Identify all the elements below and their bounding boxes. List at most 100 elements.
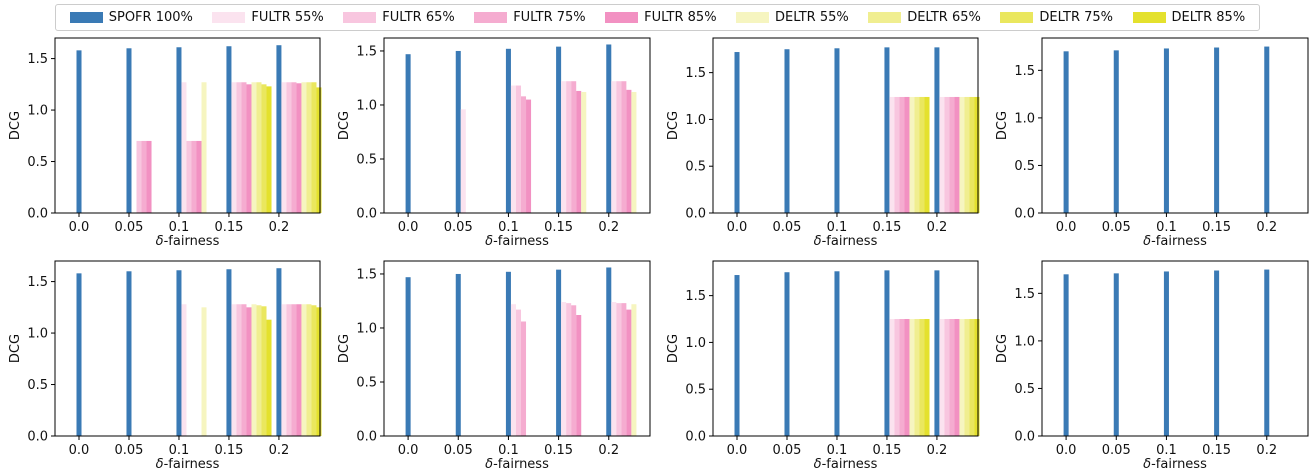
bar <box>914 319 920 436</box>
legend-swatch <box>1132 12 1166 23</box>
bar <box>510 304 516 436</box>
bar <box>76 50 82 213</box>
legend-label: DELTR 75% <box>1039 10 1114 25</box>
x-tick-label: 0.05 <box>1102 443 1131 458</box>
bar <box>964 96 970 213</box>
y-tick-label: 1.0 <box>685 113 706 128</box>
legend-swatch <box>736 12 770 23</box>
legend-label: DELTR 65% <box>907 10 981 25</box>
plot-frame <box>54 37 321 214</box>
y-tick-label: 0.5 <box>685 383 706 398</box>
bar <box>949 96 955 213</box>
bar <box>934 47 940 213</box>
bar <box>884 47 890 213</box>
x-tick-label: 0.2 <box>598 220 619 235</box>
y-axis-label: DCG <box>666 334 681 363</box>
x-axis-label: δ-fairness <box>1143 234 1207 249</box>
x-tick-label: 0.1 <box>1156 220 1177 235</box>
bar <box>884 270 890 436</box>
y-tick-label: 1.0 <box>27 327 48 342</box>
legend-item: DELTR 65% <box>868 10 981 25</box>
bar <box>455 50 461 214</box>
plot-frame <box>712 260 979 437</box>
y-axis-label: DCG <box>995 334 1010 363</box>
legend-item: FULTR 85% <box>605 10 717 25</box>
bar <box>181 304 187 436</box>
chart-panel: 0.0 0.5 1.0 1.5 0.0 0.05 0.1 0.15 0.2 δ-fairness D… <box>995 260 1309 471</box>
x-tick-label: 0.05 <box>115 443 144 458</box>
y-tick-label: 0.0 <box>685 430 706 445</box>
bar <box>556 269 562 436</box>
legend-item: FULTR 65% <box>343 10 455 25</box>
y-tick-label: 0.0 <box>1014 207 1035 222</box>
bar <box>556 46 562 213</box>
bar <box>954 96 960 213</box>
x-tick-label: 0.05 <box>115 220 144 235</box>
bar <box>146 140 152 213</box>
x-tick-label: 0.2 <box>598 443 619 458</box>
y-tick-label: 1.0 <box>1014 111 1035 126</box>
x-axis-label: δ-fairness <box>1143 457 1207 471</box>
bar <box>611 81 617 214</box>
bar <box>181 82 187 213</box>
bar <box>631 304 637 436</box>
x-tick-label: 0.15 <box>1202 443 1231 458</box>
bar <box>611 302 617 436</box>
plot-frame <box>54 260 321 437</box>
bar <box>934 270 940 436</box>
bar <box>566 81 572 214</box>
bar <box>521 96 527 213</box>
bar <box>505 48 511 213</box>
bar <box>236 304 242 436</box>
y-tick-label: 0.5 <box>27 155 48 170</box>
x-tick-label: 0.2 <box>1256 443 1277 458</box>
x-tick-label: 0.05 <box>1102 220 1131 235</box>
y-tick-label: 0.5 <box>356 152 377 167</box>
x-tick-label: 0.05 <box>444 443 473 458</box>
legend-label: DELTR 55% <box>775 10 849 25</box>
bar <box>834 271 840 436</box>
bar <box>76 273 82 436</box>
bar <box>1113 273 1119 436</box>
x-axis-label: δ-fairness <box>814 234 878 249</box>
bar <box>974 96 980 213</box>
bar <box>1214 47 1220 214</box>
bar <box>316 87 322 213</box>
bar <box>919 319 925 436</box>
y-tick-label: 0.0 <box>27 207 48 222</box>
bar <box>196 140 202 213</box>
chart-panel: 0.0 0.5 1.0 1.5 0.0 0.05 0.1 0.15 0.2 δ-fairness D… <box>666 260 980 471</box>
bar <box>784 49 790 214</box>
x-tick-label: 0.1 <box>498 443 519 458</box>
bar <box>1063 51 1069 213</box>
bar <box>616 81 622 214</box>
bar <box>455 273 461 436</box>
bar <box>276 268 282 436</box>
bar <box>405 277 411 436</box>
legend-swatch <box>343 12 377 23</box>
y-axis-label: DCG <box>666 111 681 140</box>
bar <box>281 304 287 436</box>
bar <box>246 307 252 436</box>
bar <box>261 306 267 436</box>
y-tick-label: 1.0 <box>356 98 377 113</box>
x-tick-label: 0.05 <box>773 220 802 235</box>
bar <box>974 319 980 436</box>
bar <box>1063 274 1069 436</box>
bar <box>944 96 950 213</box>
bar <box>521 321 527 436</box>
x-tick-label: 0.1 <box>169 220 190 235</box>
x-tick-label: 0.15 <box>872 443 901 458</box>
x-tick-label: 0.0 <box>398 220 419 235</box>
bar <box>286 82 292 213</box>
legend-item: DELTR 75% <box>1000 10 1113 25</box>
bar <box>939 96 945 213</box>
x-tick-label: 0.1 <box>1156 443 1177 458</box>
legend-label: FULTR 65% <box>382 10 455 25</box>
bar <box>256 82 262 213</box>
plot-frame <box>383 260 651 437</box>
bar <box>944 319 950 436</box>
bar <box>306 82 312 213</box>
bar <box>954 319 960 436</box>
bar <box>919 96 925 213</box>
